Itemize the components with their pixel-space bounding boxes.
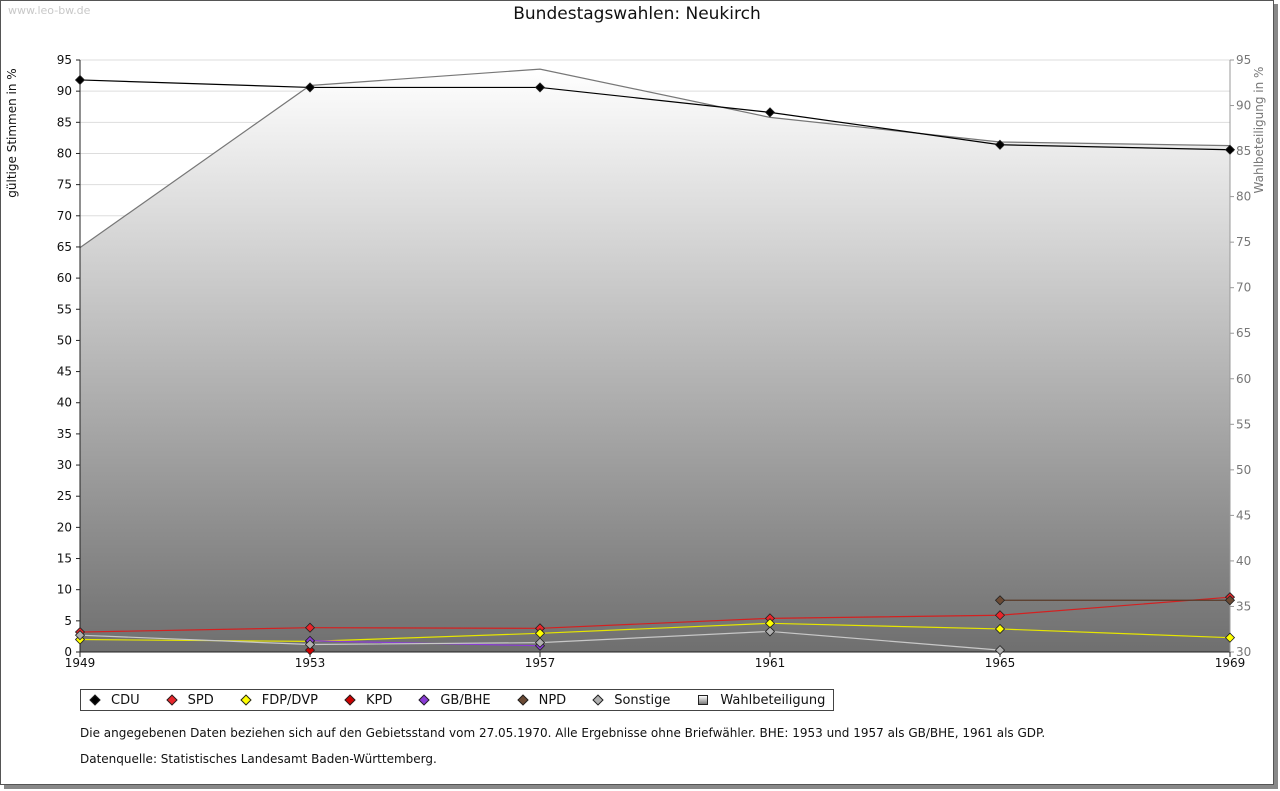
legend-item-spd: SPD: [162, 693, 214, 708]
y2-tick-label: 90: [1236, 99, 1251, 113]
legend-item-cdu: CDU: [85, 693, 140, 708]
y-tick-label: 50: [57, 333, 72, 347]
axis-layer: 0 5 10 15 20 25 30 35 40 45 50 55 60 65 70 75 80 85 90 95 30…: [57, 53, 1252, 670]
turnout-line: [79, 68, 1231, 249]
series-line-cdu: [79, 79, 1231, 151]
legend-item-wahlbeteiligung: Wahlbeteiligung: [692, 693, 825, 708]
y2-tick-label: 75: [1236, 235, 1251, 249]
point-kpd: [304, 645, 316, 656]
point-spd: [304, 622, 316, 633]
y-tick-label: 20: [57, 520, 72, 534]
y-tick-label: 65: [57, 240, 72, 254]
legend-label-gbbhe: GB/BHE: [440, 692, 491, 708]
x-tick-label: 1957: [525, 656, 556, 670]
point-npd: [1224, 595, 1236, 606]
data-source: Datenquelle: Statistisches Landesamt Bad…: [80, 752, 437, 766]
y2-tick-label: 65: [1236, 326, 1251, 340]
point-cdu: [994, 139, 1006, 150]
y-tick-label: 10: [57, 583, 72, 597]
y2-tick-label: 50: [1236, 463, 1251, 477]
point-sonstige: [304, 639, 316, 650]
x-tick-label: 1965: [985, 656, 1016, 670]
point-cdu: [304, 82, 316, 93]
y-tick-label: 55: [57, 302, 72, 316]
legend-label-spd: SPD: [187, 692, 214, 708]
legend-marker-gbbhe: [418, 694, 430, 706]
legend-label-wahlbeteiligung: Wahlbeteiligung: [720, 692, 826, 708]
y2-tick-label: 40: [1236, 554, 1251, 568]
series-line-fdp-dvp: [79, 622, 1231, 643]
point-sonstige: [994, 645, 1006, 656]
point-sonstige: [764, 626, 776, 637]
y-tick-label: 5: [64, 614, 72, 628]
legend-marker-kpd: [344, 694, 356, 706]
point-sonstige: [74, 630, 86, 641]
data-note: Die angegebenen Daten beziehen sich auf …: [80, 726, 1046, 740]
point-cdu: [1224, 144, 1236, 155]
point-cdu: [74, 74, 86, 86]
legend-item-gbbhe: GB/BHE: [414, 692, 491, 708]
y2-axis-label: Wahlbeteiligung in %: [1252, 67, 1266, 194]
legend-marker-cdu: [89, 694, 101, 706]
legend-marker-npd: [516, 694, 529, 706]
y-tick-label: 60: [57, 271, 72, 285]
chart-title: Bundestagswahlen: Neukirch: [513, 4, 761, 24]
y-tick-label: 30: [57, 458, 72, 472]
legend-label-kpd: KPD: [365, 692, 393, 708]
legend-marker-fdp: [240, 694, 252, 706]
y-tick-label: 45: [57, 365, 72, 379]
point-cdu: [764, 107, 776, 118]
x-tick-label: 1969: [1215, 656, 1246, 670]
legend-label-npd: NPD: [538, 692, 567, 708]
y2-tick-label: 95: [1236, 53, 1251, 67]
x-tick-label: 1953: [295, 656, 326, 670]
turnout-area: [80, 69, 1230, 653]
y2-tick-label: 35: [1236, 599, 1251, 613]
y-tick-label: 85: [57, 115, 72, 129]
legend-item-kpd: KPD: [340, 693, 392, 708]
y2-tick-label: 85: [1236, 144, 1251, 158]
point-cdu: [534, 82, 546, 93]
legend-label-cdu: CDU: [111, 692, 140, 708]
watermark: www.leo-bw.de: [8, 4, 91, 17]
y2-tick-label: 60: [1236, 372, 1251, 386]
y2-tick-label: 30: [1236, 645, 1251, 659]
point-sonstige: [534, 637, 546, 648]
y-tick-label: 75: [57, 178, 72, 192]
point-spd: [994, 610, 1006, 621]
series-line-spd: [79, 596, 1231, 633]
legend-item-sonstige: Sonstige: [588, 693, 670, 708]
y-tick-label: 80: [57, 146, 72, 160]
point-npd: [994, 595, 1006, 606]
y-tick-label: 0: [64, 645, 72, 659]
y-tick-label: 15: [57, 552, 72, 566]
y-tick-label: 70: [57, 209, 72, 223]
turnout-area-layer: [79, 68, 1231, 653]
x-tick-label: 1961: [755, 656, 786, 670]
legend-marker-wahlbeteiligung: [698, 695, 709, 705]
y2-tick-label: 80: [1236, 190, 1251, 204]
series-layer: [74, 74, 1236, 656]
point-fdp-dvp: [1224, 632, 1236, 643]
legend-item-npd: NPD: [513, 692, 567, 708]
legend-label-fdp: FDP/DVP: [261, 692, 318, 708]
legend-item-fdp: FDP/DVP: [236, 693, 318, 708]
point-fdp-dvp: [994, 623, 1006, 635]
y-tick-label: 90: [57, 84, 72, 98]
y-axis-label: gültige Stimmen in %: [5, 68, 19, 197]
y2-tick-label: 55: [1236, 417, 1251, 431]
y2-tick-label: 45: [1236, 508, 1251, 522]
legend-marker-spd: [165, 694, 178, 706]
legend-marker-sonstige: [592, 694, 604, 706]
y-tick-label: 40: [57, 396, 72, 410]
y-tick-label: 95: [57, 53, 72, 67]
legend: CDU SPD FDP/DVP KPD GB/BHE NPD Sonstige …: [80, 689, 835, 711]
y-tick-label: 35: [57, 427, 72, 441]
y-tick-label: 25: [57, 489, 72, 503]
y2-tick-label: 70: [1236, 281, 1251, 295]
x-tick-label: 1949: [65, 656, 96, 670]
legend-label-sonstige: Sonstige: [614, 692, 671, 708]
